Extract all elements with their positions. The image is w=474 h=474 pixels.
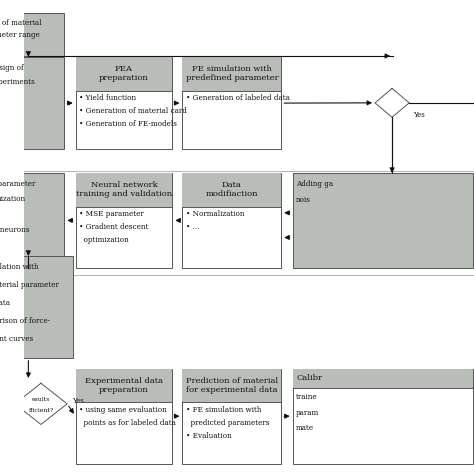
- Text: points as for labeled data: points as for labeled data: [79, 419, 176, 427]
- Text: • MSE parameter: • MSE parameter: [79, 210, 144, 219]
- Text: • Gradient descent: • Gradient descent: [79, 223, 149, 231]
- Polygon shape: [375, 89, 409, 117]
- Bar: [76, 173, 173, 207]
- Bar: [182, 369, 282, 464]
- Text: • ...: • ...: [186, 223, 199, 231]
- Text: meter range: meter range: [0, 31, 39, 39]
- Text: Experimental data
preparation: Experimental data preparation: [85, 377, 163, 394]
- Bar: [76, 57, 173, 91]
- Bar: [292, 173, 473, 268]
- Bar: [182, 173, 282, 207]
- Text: data: data: [0, 299, 10, 307]
- Bar: [182, 369, 282, 402]
- Text: ulation with: ulation with: [0, 263, 38, 271]
- Text: FEA
preparation: FEA preparation: [99, 65, 149, 82]
- Text: xperiments: xperiments: [0, 78, 36, 86]
- Bar: [182, 57, 282, 91]
- Text: ent curves: ent curves: [0, 335, 33, 343]
- Bar: [0, 256, 73, 358]
- Text: Neural network
training and validation: Neural network training and validation: [76, 181, 172, 199]
- Polygon shape: [15, 383, 67, 425]
- Text: mate: mate: [296, 424, 314, 432]
- Text: f neurons: f neurons: [0, 226, 29, 234]
- Text: traine: traine: [296, 393, 318, 401]
- Text: • Yield function: • Yield function: [79, 94, 137, 102]
- Bar: [0, 173, 64, 268]
- Text: nois: nois: [296, 196, 311, 204]
- Text: optimization: optimization: [79, 236, 129, 244]
- Text: aterial parameter: aterial parameter: [0, 281, 58, 289]
- Bar: [182, 173, 282, 268]
- Text: arison of force-: arison of force-: [0, 317, 50, 325]
- Text: • Generation of FE-models: • Generation of FE-models: [79, 120, 177, 128]
- Text: Yes: Yes: [413, 111, 425, 118]
- Text: mization: mization: [0, 195, 26, 203]
- Text: Adding ga: Adding ga: [296, 180, 333, 188]
- Bar: [76, 173, 173, 268]
- Text: predicted parameters: predicted parameters: [186, 419, 269, 427]
- Bar: [182, 57, 282, 149]
- Bar: [76, 369, 173, 464]
- Bar: [292, 369, 473, 464]
- Text: Calibr: Calibr: [296, 374, 322, 382]
- Text: esign of: esign of: [0, 64, 23, 72]
- Bar: [0, 57, 64, 149]
- Text: Yes: Yes: [72, 398, 83, 405]
- Bar: [76, 57, 173, 149]
- Text: • Generation of labeled data: • Generation of labeled data: [186, 94, 290, 102]
- Text: rparameter: rparameter: [0, 180, 36, 188]
- Text: • FE simulation with: • FE simulation with: [186, 406, 262, 414]
- Text: • using same evaluation: • using same evaluation: [79, 406, 167, 414]
- Text: param: param: [296, 409, 319, 417]
- Text: FE simulation with
predefined parameter: FE simulation with predefined parameter: [185, 65, 278, 82]
- Text: • Evaluation: • Evaluation: [186, 432, 232, 440]
- Bar: [0, 13, 64, 56]
- Text: • Generation of material card: • Generation of material card: [79, 107, 187, 115]
- Text: Prediction of material
for experimental data: Prediction of material for experimental …: [186, 377, 278, 394]
- Text: n of material: n of material: [0, 19, 41, 27]
- Text: fficient?: fficient?: [28, 409, 54, 413]
- Bar: [76, 369, 173, 402]
- Text: Data
modifiaction: Data modifiaction: [206, 181, 258, 199]
- Text: esults: esults: [32, 397, 50, 401]
- Bar: [292, 369, 473, 388]
- Text: • Normalization: • Normalization: [186, 210, 245, 219]
